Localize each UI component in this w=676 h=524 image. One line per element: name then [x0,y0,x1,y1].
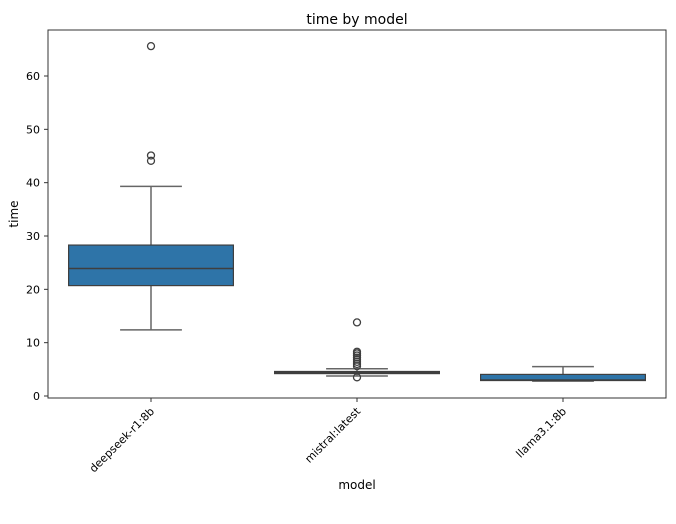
y-tick-label: 40 [26,177,40,190]
outlier-point [146,151,156,160]
y-tick-label: 20 [26,283,40,296]
chart-title: time by model [306,12,407,28]
outlier-point [352,373,362,382]
outlier-point [352,318,362,327]
y-tick-label: 0 [33,390,40,403]
x-tick-label: llama3.1:8b [514,405,570,461]
y-tick-label: 50 [26,123,40,136]
box-group-llama3-1-8b [480,365,647,382]
box-group-deepseek-r1-8b [67,41,235,331]
x-axis-label: model [338,478,375,492]
y-tick-label: 10 [26,337,40,350]
y-tick-label: 30 [26,230,40,243]
outlier-point [146,156,156,165]
box-group-mistral-latest [274,318,441,382]
plot-frame [47,29,667,399]
box [67,244,235,287]
x-tick-label: mistral:latest [302,404,363,465]
outlier-point [352,347,362,356]
x-tick-label: deepseek-r1:8b [87,405,157,475]
y-tick-label: 60 [26,70,40,83]
outlier-point [146,41,156,51]
y-axis-label: time [7,200,21,227]
